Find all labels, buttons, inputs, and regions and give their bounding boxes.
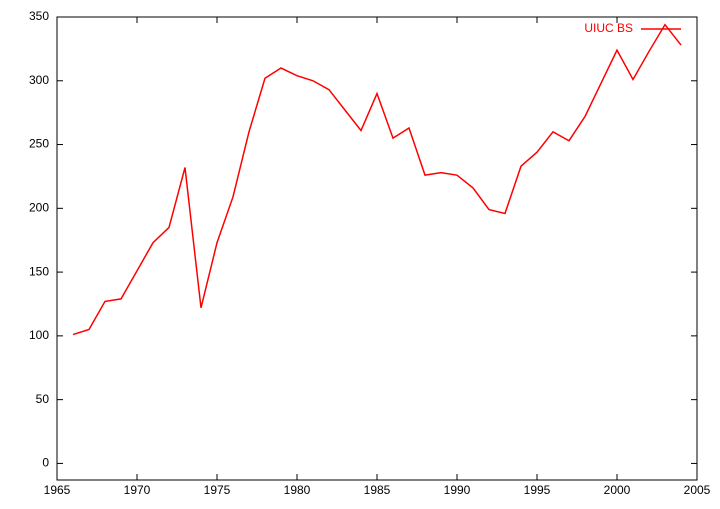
y-tick-label: 0 <box>42 456 49 470</box>
y-tick-label: 250 <box>29 137 49 151</box>
plot-frame <box>56 16 698 481</box>
y-tick-label: 350 <box>29 9 49 23</box>
x-tick-label: 2000 <box>604 483 631 497</box>
x-tick-label: 1995 <box>524 483 551 497</box>
y-tick-label: 50 <box>36 392 50 406</box>
x-tick-label: 1975 <box>204 483 231 497</box>
x-tick-label: 1990 <box>444 483 471 497</box>
x-tick-label: 1965 <box>44 483 71 497</box>
x-tick-label: 1970 <box>124 483 151 497</box>
x-tick-label: 2005 <box>684 483 711 497</box>
y-tick-label: 300 <box>29 73 49 87</box>
x-tick-label: 1980 <box>284 483 311 497</box>
data-line <box>72 23 682 336</box>
y-tick-label: 150 <box>29 264 49 278</box>
legend-label: UIUC BS <box>584 21 633 35</box>
y-tick-label: 200 <box>29 200 49 214</box>
x-tick-label: 1985 <box>364 483 391 497</box>
y-tick-label: 100 <box>29 328 49 342</box>
